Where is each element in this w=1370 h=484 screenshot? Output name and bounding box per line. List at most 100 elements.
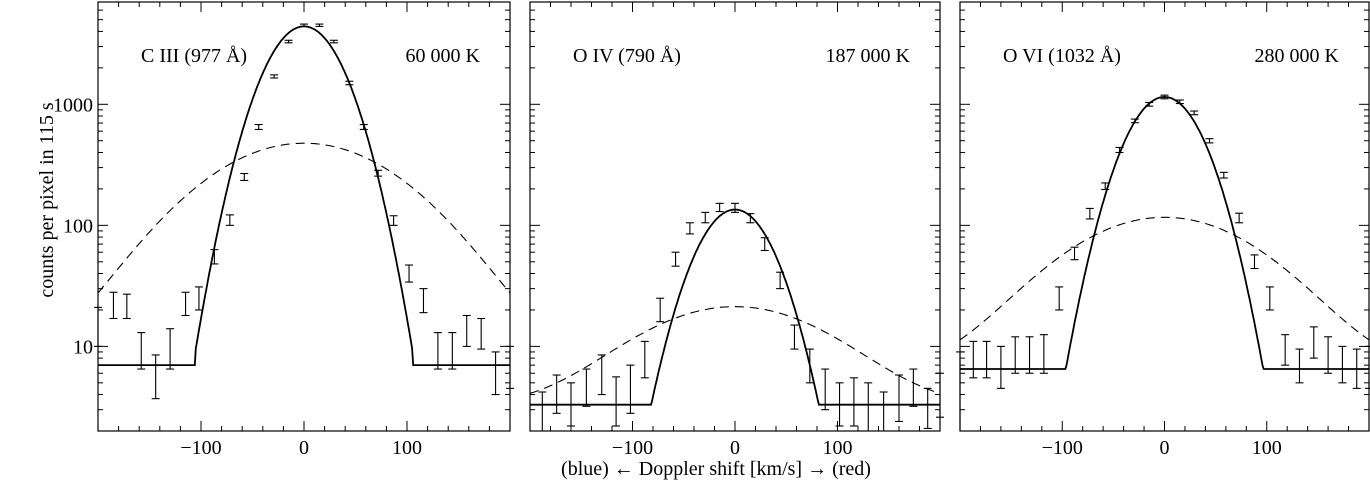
data-point-errorbar <box>760 237 769 252</box>
data-point-errorbar <box>345 80 354 86</box>
data-point-errorbar <box>1205 138 1214 144</box>
fit-curve <box>960 95 1369 370</box>
data-point-errorbar <box>805 348 814 384</box>
data-point-errorbar <box>996 345 1005 389</box>
data-point-errorbar <box>181 291 190 317</box>
data-point-errorbar <box>1235 212 1244 224</box>
data-point-errorbar <box>790 324 799 350</box>
data-point-errorbar <box>1265 286 1274 311</box>
data-point-errorbar <box>909 368 918 407</box>
data-point-errorbar <box>1309 326 1318 359</box>
data-point-errorbar <box>612 376 621 427</box>
data-point-errorbar <box>685 222 694 235</box>
panel-title: O IV (790 Å) <box>573 45 681 67</box>
data-point-errorbar <box>210 249 219 265</box>
data-point-errorbar <box>329 39 338 44</box>
data-point-errorbar <box>1219 171 1228 179</box>
data-point-errorbar <box>1130 118 1139 124</box>
data-point-errorbar <box>1175 99 1184 105</box>
x-tick-label: 100 <box>392 437 422 459</box>
data-point-errorbar <box>300 23 308 27</box>
x-tick-label: −100 <box>1042 437 1083 459</box>
y-tick-label: 10 <box>73 336 93 358</box>
data-point-errorbar <box>538 391 547 431</box>
data-point-errorbar <box>640 340 649 379</box>
panel-title: O VI (1032 Å) <box>1003 45 1121 67</box>
data-point-errorbar <box>1295 348 1304 384</box>
data-point-errorbar <box>1070 246 1079 261</box>
data-point-errorbar <box>1039 334 1048 374</box>
data-point-errorbar <box>1025 336 1034 374</box>
x-tick-label: 100 <box>1252 437 1282 459</box>
data-point-errorbar <box>94 306 102 347</box>
data-point-errorbar <box>1190 110 1199 116</box>
data-point-errorbar <box>270 74 279 79</box>
data-point-errorbar <box>982 340 991 379</box>
fit-curve <box>98 25 510 366</box>
x-tick-label: 0 <box>299 437 309 459</box>
data-point-errorbar <box>166 328 175 370</box>
data-point-errorbar <box>895 374 903 422</box>
data-point-errorbar <box>359 124 368 130</box>
x-tick-label: 0 <box>730 437 740 459</box>
data-point-errorbar <box>389 215 398 226</box>
data-point-errorbar <box>448 332 457 370</box>
data-point-errorbar <box>923 387 932 429</box>
data-point-errorbar <box>1352 348 1361 389</box>
data-point-errorbar <box>936 372 944 418</box>
data-point-errorbar <box>477 317 486 350</box>
data-point-errorbar <box>151 354 160 400</box>
data-point-errorbar <box>864 382 873 431</box>
dashed-gaussian-curve <box>529 306 941 394</box>
data-point-errorbar <box>405 264 414 283</box>
data-point-errorbar <box>374 169 383 177</box>
panel-temperature: 280 000 K <box>1255 45 1340 67</box>
x-axis-label: (blue) ← Doppler shift [km/s] → (red) <box>561 458 871 480</box>
dashed-gaussian-curve <box>959 216 1370 341</box>
x-tick-label: 0 <box>1160 437 1170 459</box>
data-point-errorbar <box>582 368 591 407</box>
data-point-errorbar <box>315 23 324 27</box>
data-point-errorbar <box>1250 254 1259 270</box>
data-point-errorbar <box>462 314 471 347</box>
data-point-errorbar <box>746 213 755 224</box>
data-point-errorbar <box>1365 345 1370 389</box>
data-point-errorbar <box>254 124 263 130</box>
data-point-errorbar <box>122 293 131 320</box>
data-point-errorbar <box>835 382 844 427</box>
data-point-errorbar <box>419 288 428 314</box>
data-point-errorbar <box>1011 336 1020 374</box>
data-point-errorbar <box>1338 345 1347 384</box>
panel-title: C III (977 Å) <box>141 45 247 67</box>
data-point-errorbar <box>656 297 665 323</box>
x-tick-label: −100 <box>180 437 221 459</box>
data-point-errorbar <box>109 291 118 320</box>
data-point-errorbar <box>956 351 964 431</box>
data-point-errorbar <box>1055 286 1064 311</box>
data-point-errorbar <box>194 286 203 311</box>
data-point-errorbar <box>671 251 680 267</box>
data-point-errorbar <box>1160 94 1169 100</box>
data-point-errorbar <box>969 340 978 379</box>
data-point-errorbar <box>701 211 710 224</box>
data-point-errorbar <box>715 202 724 213</box>
chart-panel-3: −100 0 100 O VI (1032 Å) 280 000 K <box>956 1 1370 459</box>
data-point-errorbar <box>731 202 739 213</box>
data-point-errorbar <box>284 39 293 44</box>
x-tick-label: −100 <box>612 437 653 459</box>
dashed-gaussian-curve <box>97 142 511 294</box>
panel-temperature: 187 000 K <box>826 45 911 67</box>
data-point-errorbar <box>849 377 858 427</box>
data-point-errorbar <box>821 368 830 411</box>
data-point-errorbar <box>567 382 575 427</box>
data-point-errorbar <box>1085 207 1094 220</box>
data-point-errorbar <box>137 332 146 370</box>
y-tick-label: 100 <box>63 215 93 237</box>
data-point-errorbar <box>1101 182 1110 190</box>
data-point-errorbar <box>1324 336 1333 374</box>
data-point-errorbar <box>1281 334 1290 366</box>
chart-panel-1: 10 100 1000 −100 0 100 C III (977 Å) 60 000 K <box>53 1 514 459</box>
data-point-errorbar <box>506 345 514 389</box>
